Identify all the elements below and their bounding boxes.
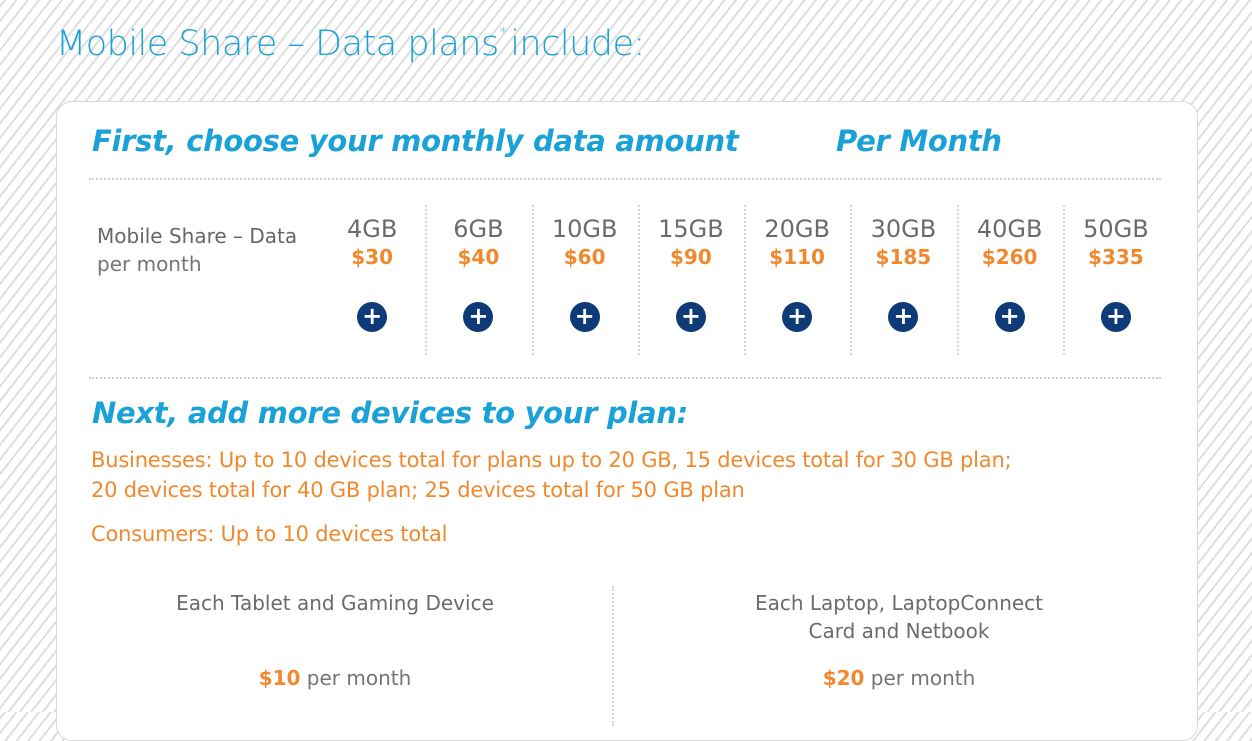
- page-title-suffix: include:: [510, 24, 645, 64]
- consumer-device-limits: Consumers: Up to 10 devices total: [91, 522, 448, 546]
- add-plan-button[interactable]: +: [888, 302, 919, 332]
- business-device-limits: Businesses: Up to 10 devices total for p…: [91, 445, 1012, 505]
- plan-price: $60: [563, 245, 606, 269]
- plan-option-20gb: 20GB $110 +: [744, 205, 850, 355]
- add-plan-button[interactable]: +: [463, 302, 494, 332]
- plan-size: 15GB: [658, 215, 724, 243]
- device-title: Each Laptop, LaptopConnect Card and Netb…: [669, 589, 1129, 645]
- plan-price: $260: [981, 245, 1038, 269]
- row-label-subtitle: per month: [97, 252, 202, 276]
- add-plan-button[interactable]: +: [994, 302, 1025, 332]
- divider-middle: [89, 377, 1161, 379]
- business-limits-line2: 20 devices total for 40 GB plan; 25 devi…: [91, 478, 745, 502]
- plan-size: 4GB: [346, 215, 398, 243]
- plan-size: 50GB: [1083, 215, 1149, 243]
- plan-price: $335: [1088, 245, 1144, 269]
- plan-option-15gb: 15GB $90 +: [637, 205, 744, 355]
- business-limits-line1: Businesses: Up to 10 devices total for p…: [91, 448, 1012, 472]
- device-price-period: per month: [870, 666, 976, 690]
- add-plan-button[interactable]: +: [675, 302, 706, 332]
- add-plan-button[interactable]: +: [357, 302, 388, 332]
- device-title: Each Tablet and Gaming Device: [105, 589, 565, 617]
- add-plan-button[interactable]: +: [1100, 302, 1131, 332]
- plan-option-30gb: 30GB $185 +: [850, 205, 956, 355]
- device-title-line1: Each Tablet and Gaming Device: [176, 591, 494, 615]
- plan-option-4gb: 4GB $30 +: [319, 205, 425, 355]
- device-price: $10 per month: [105, 664, 565, 692]
- divider-top: [89, 178, 1161, 180]
- plan-size: 6GB: [453, 215, 504, 243]
- device-title-line1: Each Laptop, LaptopConnect: [754, 591, 1044, 615]
- add-plan-button[interactable]: +: [569, 302, 600, 332]
- device-divider: [612, 586, 614, 726]
- device-price-amount: $20: [822, 666, 865, 690]
- plan-price: $30: [351, 245, 393, 269]
- plan-options: 4GB $30 + 6GB $40 + 10GB $60 + 15GB $90 …: [319, 205, 1169, 355]
- plan-size: 10GB: [551, 215, 618, 243]
- device-option-laptop: Each Laptop, LaptopConnect Card and Netb…: [669, 589, 1129, 690]
- row-label-title: Mobile Share – Data: [97, 224, 298, 248]
- plan-size: 40GB: [976, 215, 1043, 243]
- plan-option-10gb: 10GB $60 +: [531, 205, 638, 355]
- plan-price: $40: [457, 245, 500, 269]
- plan-size: 20GB: [764, 215, 830, 243]
- device-price-amount: $10: [258, 666, 301, 690]
- per-month-heading: Per Month: [836, 124, 1002, 158]
- add-plan-button[interactable]: +: [782, 302, 813, 332]
- plan-price: $185: [875, 245, 932, 269]
- row-label: Mobile Share – Data per month: [97, 222, 297, 278]
- plan-card: First, choose your monthly data amount P…: [56, 101, 1198, 741]
- page-title-text: Mobile Share – Data plans: [56, 24, 499, 64]
- device-price-period: per month: [306, 666, 412, 690]
- plan-size: 30GB: [870, 215, 937, 243]
- plan-option-6gb: 6GB $40 +: [425, 205, 531, 355]
- plan-option-50gb: 50GB $335 +: [1062, 205, 1169, 355]
- device-title-line2: Card and Netbook: [808, 619, 990, 643]
- device-price: $20 per month: [669, 664, 1129, 692]
- plan-price: $110: [769, 245, 825, 269]
- step2-heading: Next, add more devices to your plan:: [92, 396, 688, 430]
- device-option-tablet: Each Tablet and Gaming Device $10 per mo…: [105, 589, 565, 690]
- plan-option-40gb: 40GB $260 +: [956, 205, 1063, 355]
- page-title: Mobile Share – Data plans* include:: [56, 24, 645, 64]
- plan-price: $90: [670, 245, 712, 269]
- step1-heading: First, choose your monthly data amount: [92, 124, 739, 158]
- footnote-mark: *: [499, 25, 507, 41]
